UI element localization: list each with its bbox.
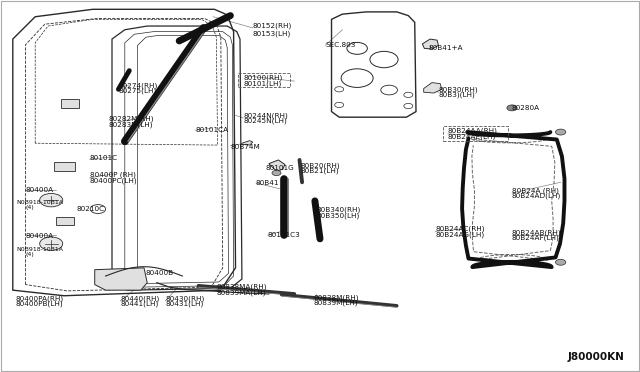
Circle shape bbox=[507, 105, 517, 111]
Text: 80B24AE(LH): 80B24AE(LH) bbox=[448, 133, 496, 140]
Polygon shape bbox=[242, 141, 253, 145]
Text: 80B20(RH): 80B20(RH) bbox=[301, 162, 340, 169]
Circle shape bbox=[40, 237, 63, 250]
FancyBboxPatch shape bbox=[54, 162, 75, 171]
Text: 80430(RH): 80430(RH) bbox=[165, 295, 204, 302]
Text: 80B74M: 80B74M bbox=[230, 144, 260, 150]
Text: 80101C: 80101C bbox=[90, 155, 118, 161]
Text: 80400PB(LH): 80400PB(LH) bbox=[16, 301, 63, 307]
Text: 80101CA: 80101CA bbox=[195, 127, 228, 133]
Text: J80000KN: J80000KN bbox=[567, 352, 624, 362]
Text: 80B30(RH): 80B30(RH) bbox=[438, 86, 478, 93]
Text: 80100(RH): 80100(RH) bbox=[243, 75, 282, 81]
Text: 80400B: 80400B bbox=[146, 270, 174, 276]
Text: 80441(LH): 80441(LH) bbox=[120, 301, 159, 307]
Text: 80B24AG(LH): 80B24AG(LH) bbox=[435, 231, 484, 238]
Text: 80B21(LH): 80B21(LH) bbox=[301, 168, 339, 174]
Text: 80282M(RH): 80282M(RH) bbox=[109, 116, 154, 122]
Text: 80101C3: 80101C3 bbox=[268, 232, 300, 238]
Text: 80152(RH): 80152(RH) bbox=[253, 23, 292, 29]
Polygon shape bbox=[269, 160, 285, 171]
Text: 80153(LH): 80153(LH) bbox=[253, 30, 291, 37]
Text: (4): (4) bbox=[26, 205, 35, 210]
Polygon shape bbox=[95, 268, 147, 290]
Circle shape bbox=[40, 193, 63, 207]
Text: SEC.803: SEC.803 bbox=[325, 42, 355, 48]
Text: 80400P (RH): 80400P (RH) bbox=[90, 171, 136, 178]
Circle shape bbox=[556, 259, 566, 265]
Polygon shape bbox=[422, 39, 438, 49]
Text: N0B918-10B1A: N0B918-10B1A bbox=[16, 200, 63, 205]
Text: 80B350(LH): 80B350(LH) bbox=[317, 212, 360, 219]
Text: 80283M(LH): 80283M(LH) bbox=[109, 121, 154, 128]
Text: 80400PA(RH): 80400PA(RH) bbox=[16, 295, 64, 302]
Text: 80275(LH): 80275(LH) bbox=[118, 88, 157, 94]
Circle shape bbox=[272, 170, 281, 176]
FancyBboxPatch shape bbox=[56, 217, 74, 225]
Text: 80B24AB(RH): 80B24AB(RH) bbox=[512, 229, 562, 236]
Text: 80431(LH): 80431(LH) bbox=[165, 301, 204, 307]
Text: 80838MA(RH): 80838MA(RH) bbox=[216, 284, 267, 291]
Text: N0B918-10B1A: N0B918-10B1A bbox=[16, 247, 63, 253]
Text: 80B41: 80B41 bbox=[256, 180, 280, 186]
Text: 80B24AF(LH): 80B24AF(LH) bbox=[512, 235, 560, 241]
Text: 80101G: 80101G bbox=[266, 165, 294, 171]
Text: 80839M(LH): 80839M(LH) bbox=[314, 300, 358, 307]
Text: 80244N(RH): 80244N(RH) bbox=[243, 112, 288, 119]
Text: 80B24AC(RH): 80B24AC(RH) bbox=[435, 225, 484, 232]
Text: 80400A: 80400A bbox=[26, 187, 54, 193]
Text: 80839MA(LH): 80839MA(LH) bbox=[216, 289, 266, 296]
Text: 80400A: 80400A bbox=[26, 233, 54, 239]
Text: 80101(LH): 80101(LH) bbox=[243, 80, 282, 87]
Text: 80B41+A: 80B41+A bbox=[429, 45, 463, 51]
Text: 80400PC(LH): 80400PC(LH) bbox=[90, 177, 137, 184]
FancyBboxPatch shape bbox=[61, 99, 79, 108]
Text: 80440(RH): 80440(RH) bbox=[120, 295, 159, 302]
Text: 80245N(LH): 80245N(LH) bbox=[243, 118, 287, 124]
Text: 80B3)(LH): 80B3)(LH) bbox=[438, 92, 475, 98]
Text: 80280A: 80280A bbox=[512, 105, 540, 111]
Text: 80838M(RH): 80838M(RH) bbox=[314, 294, 359, 301]
Text: 80B24AA(RH): 80B24AA(RH) bbox=[448, 128, 498, 134]
Text: 80B24A (RH): 80B24A (RH) bbox=[512, 187, 559, 194]
Polygon shape bbox=[424, 83, 442, 93]
Text: 80210C: 80210C bbox=[77, 206, 105, 212]
Text: (4): (4) bbox=[26, 252, 35, 257]
Circle shape bbox=[556, 129, 566, 135]
Text: 80B24AD(LH): 80B24AD(LH) bbox=[512, 193, 561, 199]
Text: 80274(RH): 80274(RH) bbox=[118, 82, 157, 89]
Text: 80B340(RH): 80B340(RH) bbox=[317, 207, 361, 214]
